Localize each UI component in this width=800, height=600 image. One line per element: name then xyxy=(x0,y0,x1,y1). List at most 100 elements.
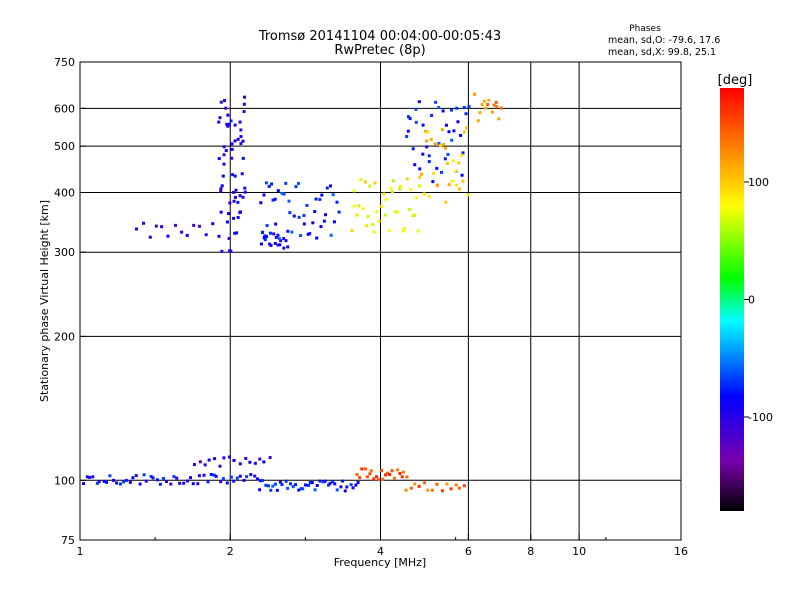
data-point xyxy=(245,475,249,479)
data-point xyxy=(273,482,277,486)
data-point xyxy=(379,468,383,472)
data-point xyxy=(287,199,291,203)
data-point xyxy=(212,473,216,477)
data-point xyxy=(365,475,369,479)
colorbar xyxy=(720,88,744,511)
data-point xyxy=(427,160,431,164)
data-point xyxy=(221,174,225,178)
data-point xyxy=(222,456,226,460)
data-point xyxy=(229,475,233,479)
data-point xyxy=(462,484,466,488)
data-point xyxy=(227,455,231,459)
data-point xyxy=(462,106,466,110)
data-point xyxy=(193,463,197,467)
x-tick-label-3: 6 xyxy=(465,545,472,558)
data-point xyxy=(425,145,429,149)
data-point xyxy=(473,92,477,96)
data-point xyxy=(271,198,275,202)
data-point xyxy=(108,474,112,478)
data-point xyxy=(389,186,393,190)
data-point xyxy=(258,488,262,492)
data-point xyxy=(273,197,277,201)
data-point xyxy=(486,102,490,106)
data-point xyxy=(292,214,296,218)
data-point xyxy=(233,123,237,127)
data-point xyxy=(217,234,221,238)
data-point xyxy=(444,146,448,150)
data-point xyxy=(244,456,248,460)
data-point xyxy=(268,456,272,460)
data-point xyxy=(222,145,226,149)
data-point xyxy=(400,475,404,479)
y-tick-label-3: 300 xyxy=(54,246,75,259)
x-tick-label-4: 8 xyxy=(527,545,534,558)
data-point xyxy=(332,220,336,224)
data-point xyxy=(235,476,239,480)
stats-x-line: mean, sd,X: 99.8, 25.1 xyxy=(608,47,716,58)
data-point xyxy=(241,195,245,199)
data-point xyxy=(339,485,343,489)
data-point xyxy=(286,245,290,249)
data-point xyxy=(191,482,195,486)
data-point xyxy=(217,120,221,124)
data-point xyxy=(131,476,135,480)
data-point xyxy=(284,239,288,243)
data-point xyxy=(424,130,428,134)
data-point xyxy=(258,479,262,483)
data-point xyxy=(315,484,319,488)
data-point xyxy=(417,484,421,488)
data-point xyxy=(443,157,447,161)
data-point xyxy=(406,115,410,119)
data-point xyxy=(227,122,231,126)
data-point xyxy=(453,169,457,173)
chart-subtitle: RwPretec (8p) xyxy=(334,43,425,58)
data-point xyxy=(484,106,488,110)
data-point xyxy=(360,467,364,471)
data-point xyxy=(318,197,322,201)
data-point xyxy=(445,482,449,486)
data-point xyxy=(421,123,425,127)
data-point xyxy=(242,478,246,482)
data-point xyxy=(214,474,218,478)
data-point xyxy=(284,479,288,483)
data-point xyxy=(391,179,395,183)
data-point xyxy=(333,482,337,486)
data-point xyxy=(358,476,362,480)
data-point xyxy=(318,479,322,483)
colorbar-tick-label-2: -100 xyxy=(748,411,773,424)
data-point xyxy=(280,191,284,195)
data-point xyxy=(440,128,444,132)
data-point xyxy=(377,478,381,482)
y-axis-label: Stationary phase Virtual Height [km] xyxy=(38,200,51,402)
data-point xyxy=(437,141,441,145)
data-point xyxy=(124,478,128,482)
data-point xyxy=(284,181,288,185)
data-point xyxy=(405,177,409,181)
data-point xyxy=(154,224,158,228)
data-point xyxy=(294,483,298,487)
data-point xyxy=(422,192,426,196)
data-point xyxy=(213,457,217,461)
data-point xyxy=(175,476,179,480)
y-tick-label-5: 500 xyxy=(54,140,75,153)
data-point xyxy=(414,196,418,200)
data-point xyxy=(265,235,269,239)
data-point xyxy=(437,106,441,110)
data-point xyxy=(306,232,310,236)
data-point xyxy=(160,225,164,229)
data-point xyxy=(151,476,155,480)
data-point xyxy=(413,482,417,486)
data-point xyxy=(142,473,146,477)
data-point xyxy=(405,475,409,479)
data-point xyxy=(282,237,286,241)
data-point xyxy=(372,230,376,234)
data-point xyxy=(166,234,170,238)
data-point xyxy=(280,482,284,486)
data-point xyxy=(433,142,437,146)
data-point xyxy=(413,213,417,217)
data-point xyxy=(161,476,165,480)
data-point xyxy=(134,474,138,478)
data-point xyxy=(174,223,178,227)
data-point xyxy=(466,193,470,197)
data-point xyxy=(115,481,119,485)
